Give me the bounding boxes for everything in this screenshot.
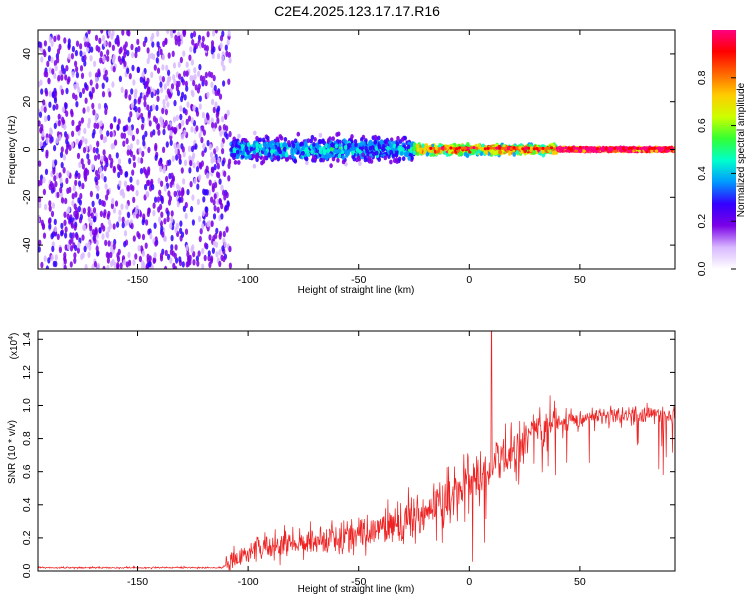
x-tick-label: 50 (574, 576, 586, 588)
colorbar-label: Normalized spectral amplitude (736, 82, 747, 217)
figure-title: C2E4.2025.123.17.17.R16 (274, 3, 440, 19)
colorbar-tick-label: 0.2 (696, 214, 708, 229)
colorbar: 0.0 0.2 0.4 0.6 0.8 Normalized spectral ampl… (696, 30, 747, 276)
colorbar-tick-label: 0.8 (696, 70, 708, 85)
snr-series (38, 331, 675, 571)
y-tick-label: 1.4 (21, 332, 33, 347)
snr-multiplier: (x104) (8, 333, 20, 360)
snr-y-label: SNR (10 * v/v) (7, 420, 18, 484)
x-tick-label: 0 (466, 576, 472, 588)
y-tick-label: 40 (21, 48, 33, 60)
y-tick-label: -20 (21, 190, 33, 205)
snr-frame (37, 330, 676, 572)
y-tick-label: 0.4 (21, 497, 33, 512)
x-tick-label: 0 (466, 274, 472, 286)
colorbar-tick-label: 0.4 (696, 166, 708, 181)
x-tick-label: -50 (351, 274, 366, 286)
snr-line (38, 331, 675, 571)
y-tick-label: 0.2 (21, 530, 33, 545)
x-tick-label: -150 (127, 576, 148, 588)
snr-x-ticks: -150 -100 -50 0 50 (127, 331, 586, 588)
x-tick-label: -150 (127, 274, 148, 286)
spectrogram-y-ticks: -40 -20 0 20 40 (21, 48, 675, 253)
spectrogram-panel: -150 -100 -50 0 50 -40 -20 0 20 40 Height of str… (7, 29, 676, 296)
x-tick-label: -100 (238, 274, 259, 286)
x-tick-label: 50 (574, 274, 586, 286)
y-tick-label: 0.0 (21, 564, 33, 579)
x-tick-label: -50 (351, 576, 366, 588)
colorbar-gradient (712, 30, 736, 269)
spectrogram-y-label: Frequency (Hz) (7, 116, 18, 185)
colorbar-ticks: 0.0 0.2 0.4 0.6 0.8 (696, 70, 736, 276)
snr-panel: -150 -100 -50 0 50 0.00.20.40.60.81.01.21.4 … (7, 330, 676, 595)
spectrogram-x-label: Height of straight line (km) (298, 285, 415, 296)
y-tick-label: 1.2 (21, 365, 33, 380)
y-tick-label: 0.6 (21, 464, 33, 479)
y-tick-label: 1.0 (21, 398, 33, 413)
snr-x-label: Height of straight line (km) (298, 584, 415, 595)
y-tick-label: 0 (21, 146, 33, 152)
snr-y-ticks: 0.0 0.2 0.4 0.6 0.8 1.0 1.2 1.4 (21, 332, 675, 578)
colorbar-tick-label: 0.0 (696, 262, 708, 277)
y-tick-label: -40 (21, 237, 33, 252)
x-tick-label: -100 (238, 576, 259, 588)
colorbar-tick-label: 0.6 (696, 118, 708, 133)
y-tick-label: 20 (21, 96, 33, 108)
heatmap-cells (38, 30, 675, 269)
spectrogram-x-ticks: -150 -100 -50 0 50 (127, 30, 586, 286)
y-tick-label: 0.8 (21, 431, 33, 446)
